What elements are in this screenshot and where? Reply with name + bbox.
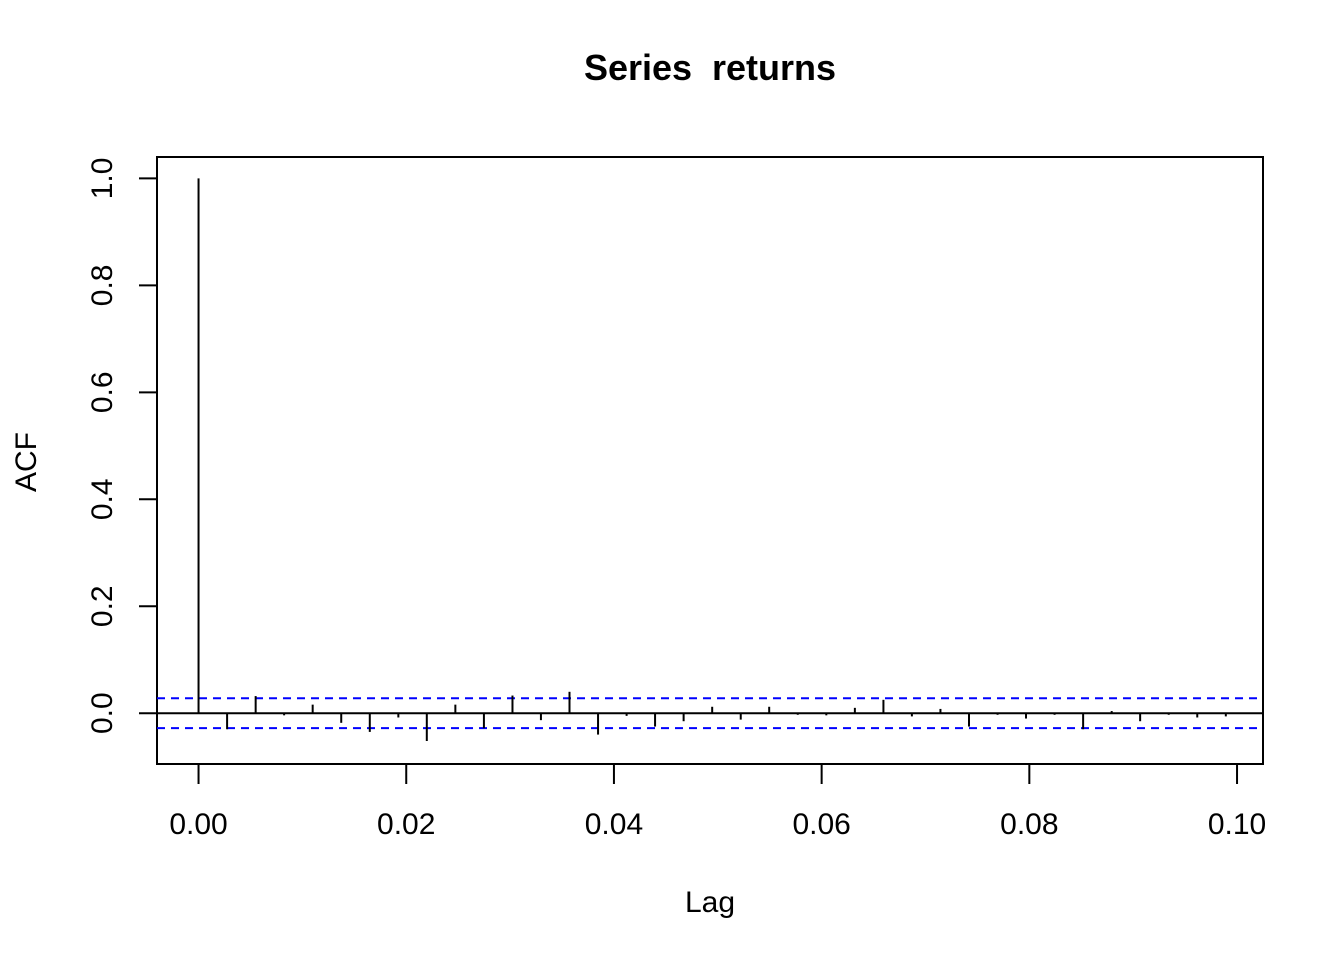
plot-frame [156, 156, 1264, 765]
y-axis-label: ACF [10, 432, 43, 492]
x-tick-label: 0.10 [1208, 808, 1266, 841]
y-tick-label: 1.0 [86, 158, 119, 200]
y-axis: 0.0 0.2 0.4 0.6 0.8 1.0 [86, 158, 158, 734]
acf-bars [197, 178, 1227, 742]
x-tick-label: 0.00 [169, 808, 227, 841]
x-axis: 0.00 0.02 0.04 0.06 0.08 0.10 [169, 763, 1266, 841]
x-tick-label: 0.02 [377, 808, 435, 841]
y-tick-label: 0.8 [86, 264, 119, 306]
y-tick-label: 0.2 [86, 585, 119, 627]
confidence-bands [157, 697, 1263, 730]
y-tick-label: 0.0 [86, 692, 119, 734]
x-tick-label: 0.08 [1000, 808, 1058, 841]
x-tick-label: 0.06 [792, 808, 850, 841]
x-tick-label: 0.04 [585, 808, 643, 841]
x-axis-label: Lag [685, 886, 735, 919]
y-tick-label: 0.4 [86, 478, 119, 520]
y-tick-label: 0.6 [86, 371, 119, 413]
chart-title: Series returns [584, 47, 836, 88]
